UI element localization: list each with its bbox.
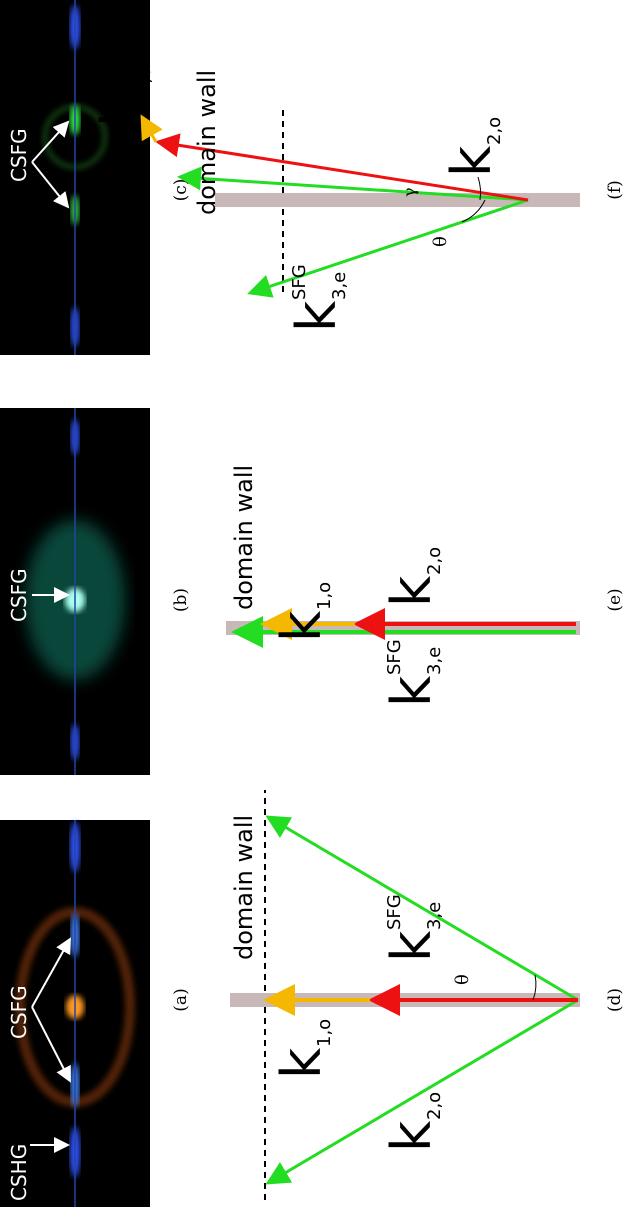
annotation: CSHG bbox=[7, 1144, 31, 1201]
k-sub: 3,e bbox=[329, 272, 350, 300]
wall-label: domain wall bbox=[230, 815, 258, 960]
panel-label: (a) bbox=[171, 988, 191, 1011]
diagram-e: domain wall k 1,o k 2,o k 3,e SFG bbox=[226, 465, 580, 707]
k-label: k bbox=[380, 575, 443, 607]
k-sub: 1,o bbox=[314, 582, 335, 610]
k-label: k bbox=[90, 95, 153, 127]
angle-label: γ bbox=[400, 187, 419, 197]
diagram-f: θ γ domain wall k 1,o k 2,o k 3,e SFG bbox=[90, 67, 580, 332]
wall-label: domain wall bbox=[193, 70, 221, 215]
panel-label: (b) bbox=[171, 588, 191, 612]
k-sub: 1,o bbox=[134, 67, 155, 95]
photo-b: CSFG bbox=[0, 408, 150, 775]
k-sub: 3,e bbox=[424, 902, 445, 930]
k-sub: 3,e bbox=[424, 647, 445, 675]
panel-label: (d) bbox=[605, 988, 625, 1012]
k-sup: SFG bbox=[289, 264, 310, 300]
k-sup: SFG bbox=[384, 639, 405, 675]
page: {"photos": [ {"label": "(a)", "annotatio… bbox=[0, 0, 625, 1207]
k-label: k bbox=[380, 675, 443, 707]
panel-label: (f) bbox=[605, 180, 625, 200]
panel-label: (e) bbox=[605, 588, 625, 611]
annotation: CSFG bbox=[7, 128, 31, 182]
angle-label: θ bbox=[452, 974, 473, 985]
annotation: CSFG bbox=[7, 568, 31, 622]
panel-label: (c) bbox=[171, 179, 191, 202]
k-sub: 2,o bbox=[484, 117, 505, 145]
photo-c: CSFG bbox=[0, 0, 150, 355]
figure: CSHG CSFG CSFG CSFG (a) (b) (c) bbox=[0, 0, 625, 1207]
k-label: k bbox=[380, 930, 443, 962]
k-label: k bbox=[270, 1047, 333, 1079]
k-label: k bbox=[270, 610, 333, 642]
annotation: CSFG bbox=[7, 985, 31, 1039]
k-label: k bbox=[380, 1120, 443, 1152]
k-label: k bbox=[440, 145, 503, 177]
k-sup: SFG bbox=[384, 894, 405, 930]
angle-label: θ bbox=[430, 236, 451, 247]
k-sub: 2,o bbox=[424, 547, 445, 575]
k-label: k bbox=[285, 300, 348, 332]
k-sub: 2,o bbox=[424, 1092, 445, 1120]
k-sub: 1,o bbox=[314, 1019, 335, 1047]
photo-a: CSHG CSFG bbox=[0, 820, 150, 1207]
diagram-d: θ domain wall k 1,o k 2,o k 3,e SFG bbox=[230, 790, 580, 1200]
wall-label: domain wall bbox=[230, 465, 258, 610]
